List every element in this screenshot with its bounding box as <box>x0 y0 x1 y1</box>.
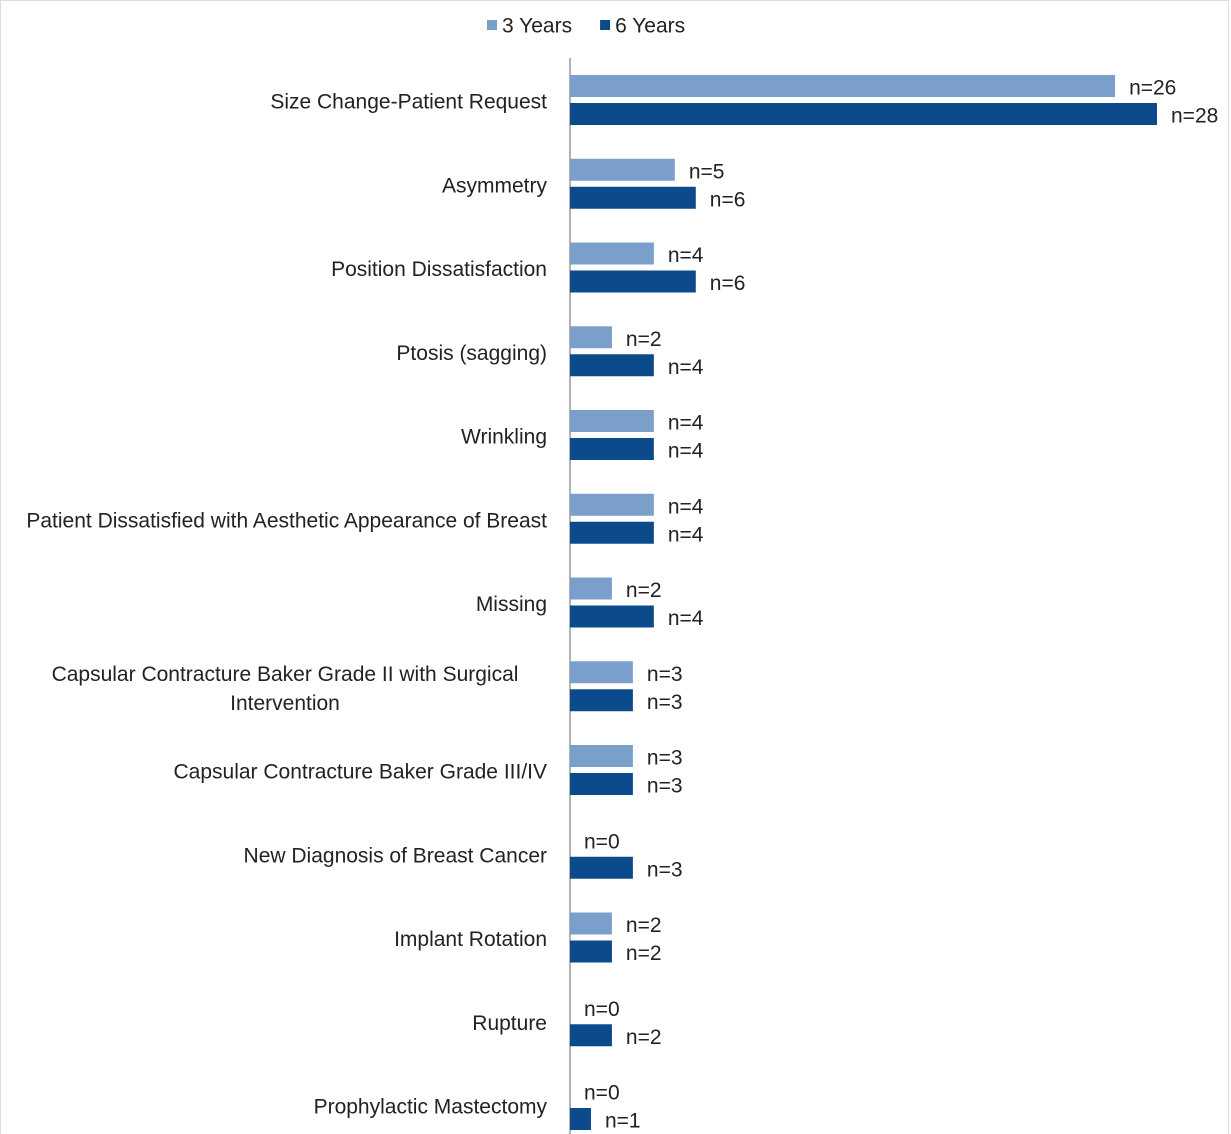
bar <box>570 242 654 265</box>
bar <box>570 103 1157 125</box>
bar <box>570 940 612 963</box>
bar <box>570 158 675 181</box>
bar <box>570 410 654 432</box>
bar <box>570 661 633 684</box>
bar <box>570 521 654 544</box>
bar <box>570 773 633 795</box>
value-label: n=4 <box>668 356 704 379</box>
bar <box>570 1024 612 1047</box>
value-label: n=6 <box>710 272 746 295</box>
bar <box>570 912 612 935</box>
bar <box>570 438 654 460</box>
value-label: n=4 <box>668 440 704 463</box>
value-label: n=4 <box>668 495 704 518</box>
category-label: Prophylactic Mastectomy <box>314 1096 548 1119</box>
bar <box>570 745 633 767</box>
category-label: Implant Rotation <box>394 928 547 951</box>
bar <box>570 1108 591 1130</box>
bar <box>570 605 654 628</box>
category-label: Asymmetry <box>442 174 548 197</box>
bar <box>570 326 612 349</box>
category-label: Size Change-Patient Request <box>270 91 547 114</box>
value-label: n=2 <box>626 579 662 602</box>
value-label: n=4 <box>668 523 704 546</box>
category-label: Capsular Contracture Baker Grade III/IV <box>174 761 548 784</box>
value-label: n=0 <box>584 830 620 853</box>
bar <box>570 75 1116 97</box>
value-label: n=0 <box>584 1082 620 1105</box>
bar <box>570 186 696 209</box>
category-label: Rupture <box>472 1012 547 1035</box>
value-label: n=28 <box>1171 105 1218 128</box>
category-label: New Diagnosis of Breast Cancer <box>244 844 547 867</box>
value-label: n=4 <box>668 607 704 630</box>
value-label: n=5 <box>689 160 725 183</box>
value-label: n=3 <box>647 858 683 881</box>
value-label: n=2 <box>626 328 662 351</box>
value-label: n=4 <box>668 244 704 267</box>
category-label: Patient Dissatisfied with Aesthetic Appe… <box>26 509 547 532</box>
legend-swatch <box>600 20 611 30</box>
bar <box>570 577 612 600</box>
value-label: n=4 <box>668 412 704 435</box>
bar <box>570 493 654 516</box>
legend-label: 6 Years <box>615 15 685 38</box>
value-label: n=3 <box>647 663 683 686</box>
value-label: n=2 <box>626 914 662 937</box>
value-label: n=6 <box>710 188 746 211</box>
value-label: n=26 <box>1129 77 1176 100</box>
value-label: n=1 <box>605 1110 641 1133</box>
bar <box>570 689 633 712</box>
legend-label: 3 Years <box>502 15 572 38</box>
category-label: Capsular Contracture Baker Grade II with… <box>52 662 519 714</box>
bar <box>570 856 633 879</box>
value-label: n=2 <box>626 942 662 965</box>
category-label: Position Dissatisfaction <box>331 258 547 281</box>
value-label: n=0 <box>584 998 620 1021</box>
value-label: n=2 <box>626 1026 662 1049</box>
value-label: n=3 <box>647 775 683 798</box>
value-label: n=3 <box>647 747 683 770</box>
legend-swatch <box>487 20 497 30</box>
value-label: n=3 <box>647 691 683 714</box>
bar <box>570 354 654 377</box>
category-label: Wrinkling <box>461 426 547 449</box>
bar <box>570 270 696 293</box>
category-label: Ptosis (sagging) <box>396 342 547 365</box>
category-label: Missing <box>476 593 547 616</box>
